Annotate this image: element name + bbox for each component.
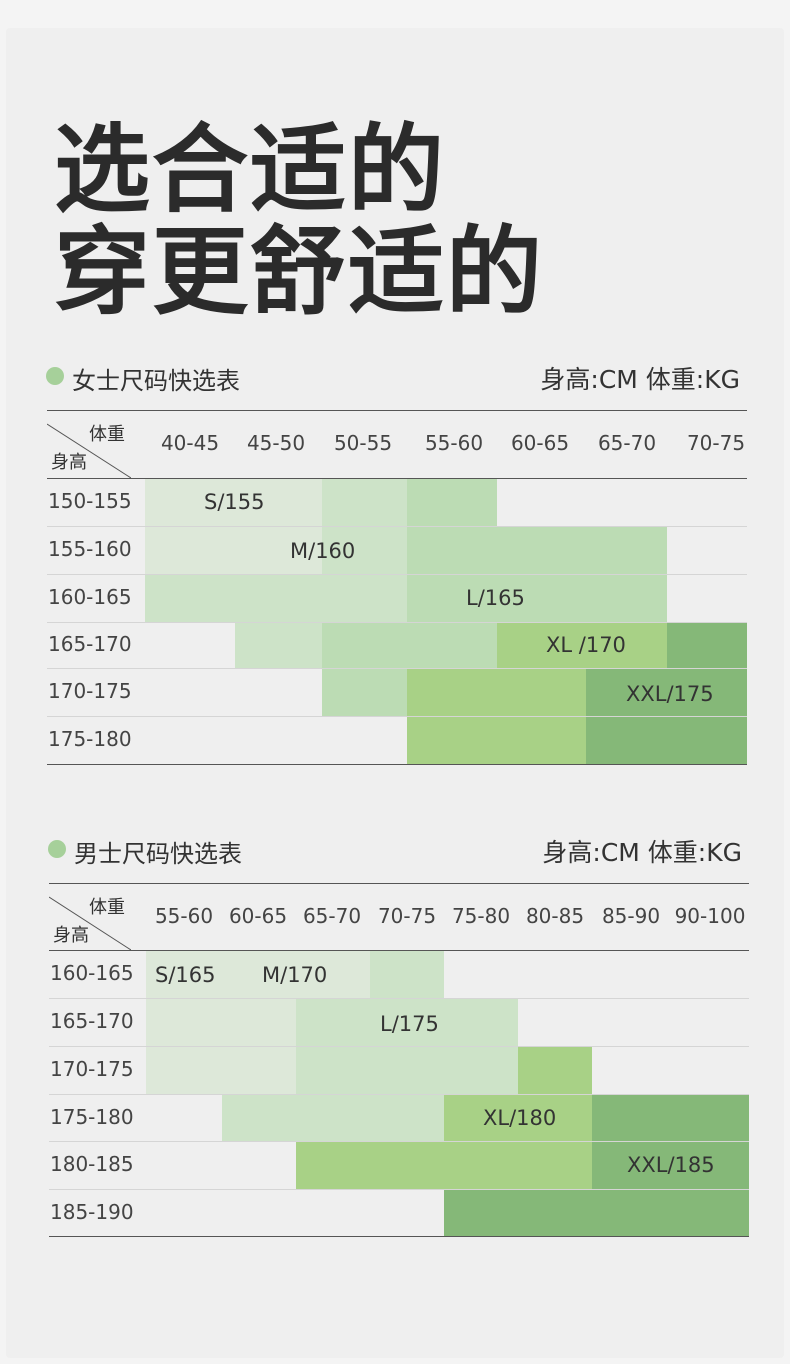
men-weight-col-header: 60-65 <box>228 904 288 928</box>
men-section-dot-icon <box>48 840 66 858</box>
women-fill-cell <box>407 574 667 622</box>
men-height-row-label: 165-170 <box>50 1009 134 1033</box>
women-fill-cell <box>322 526 407 574</box>
women-height-row-label: 170-175 <box>48 679 132 703</box>
men-height-row-label: 170-175 <box>50 1057 134 1081</box>
men-fill-cell <box>296 1141 592 1189</box>
women-fill-cell <box>322 668 407 716</box>
men-corner-diagonal <box>49 896 131 950</box>
men-weight-col-header: 70-75 <box>377 904 437 928</box>
men-corner-weight-label: 体重 <box>89 897 125 918</box>
men-row-rule <box>49 1189 749 1190</box>
men-weight-col-header: 85-90 <box>601 904 661 928</box>
women-top-rule <box>47 410 747 411</box>
men-fill-cell <box>592 1141 749 1189</box>
women-row-rule <box>47 574 747 575</box>
men-size-label: L/175 <box>380 1012 439 1036</box>
men-height-row-label: 160-165 <box>50 961 134 985</box>
men-weight-col-header: 90-100 <box>674 904 746 928</box>
women-weight-col-header: 45-50 <box>246 431 306 455</box>
men-fill-cell <box>592 1094 749 1141</box>
women-fill-cell <box>407 478 497 526</box>
women-row-rule <box>47 716 747 717</box>
men-fill-cell <box>146 950 222 998</box>
men-fill-cell <box>444 1094 592 1141</box>
men-weight-col-header: 55-60 <box>154 904 214 928</box>
women-size-label: XL /170 <box>546 633 626 657</box>
men-fill-cell <box>518 1046 592 1094</box>
women-weight-col-header: 65-70 <box>597 431 657 455</box>
women-weight-col-header: 50-55 <box>333 431 393 455</box>
men-height-row-label: 185-190 <box>50 1199 134 1224</box>
men-fill-cell <box>222 1094 444 1141</box>
men-fill-cell <box>222 950 370 998</box>
women-size-label: S/155 <box>204 490 265 514</box>
women-fill-cell <box>145 574 407 622</box>
women-weight-col-header: 70-75 <box>686 431 746 455</box>
women-header-rule <box>47 478 747 479</box>
men-row-rule <box>49 1141 749 1142</box>
women-fill-cell <box>407 716 586 764</box>
men-fill-cell <box>370 950 444 998</box>
women-fill-cell <box>322 622 497 668</box>
men-top-rule <box>49 883 749 884</box>
women-height-row-label: 160-165 <box>48 585 132 609</box>
women-fill-cell <box>667 622 747 668</box>
men-fill-cell <box>296 1046 518 1094</box>
women-bottom-rule <box>47 764 747 765</box>
men-height-row-label: 180-185 <box>50 1152 134 1176</box>
men-row-rule <box>49 998 749 999</box>
men-size-label: S/165 <box>155 963 216 987</box>
women-fill-cell <box>407 526 667 574</box>
men-bottom-rule <box>49 1236 749 1237</box>
women-units-label: 身高:CM 体重:KG <box>540 365 740 394</box>
men-size-label: XXL/185 <box>627 1153 715 1177</box>
men-size-label: M/170 <box>262 963 328 987</box>
women-height-row-label: 175-180 <box>48 727 132 751</box>
women-corner-height-label: 身高 <box>51 452 87 473</box>
women-fill-cell <box>497 622 667 668</box>
women-row-rule <box>47 526 747 527</box>
women-row-rule <box>47 668 747 669</box>
men-size-label: XL/180 <box>483 1106 557 1130</box>
men-units-label: 身高:CM 体重:KG <box>542 838 742 867</box>
women-section-dot-icon <box>46 367 64 385</box>
women-size-label: L/165 <box>466 586 525 610</box>
women-row-rule <box>47 622 747 623</box>
women-weight-col-header: 60-65 <box>510 431 570 455</box>
men-weight-col-header: 75-80 <box>451 904 511 928</box>
men-section-title: 男士尺码快选表 <box>74 840 242 868</box>
women-fill-cell <box>235 622 322 668</box>
women-corner-weight-label: 体重 <box>89 424 125 445</box>
men-fill-cell <box>296 998 518 1046</box>
women-fill-cell <box>407 668 586 716</box>
men-fill-cell <box>444 1189 749 1236</box>
women-fill-cell <box>322 478 407 526</box>
headline-line-2: 穿更舒适的 <box>54 216 544 328</box>
men-row-rule <box>49 1046 749 1047</box>
men-row-rule <box>49 1094 749 1095</box>
women-corner-diagonal <box>47 423 131 478</box>
men-height-row-label: 175-180 <box>50 1104 134 1129</box>
men-corner-height-label: 身高 <box>53 925 89 946</box>
women-size-label: M/160 <box>290 539 356 563</box>
men-fill-cell <box>146 1046 296 1094</box>
headline-line-1: 选合适的 <box>54 114 446 226</box>
women-height-row-label: 165-170 <box>48 632 132 656</box>
women-size-label: XXL/175 <box>626 682 714 706</box>
women-weight-col-header: 55-60 <box>424 431 484 455</box>
women-height-row-label: 155-160 <box>48 537 132 561</box>
men-weight-col-header: 80-85 <box>525 904 585 928</box>
women-weight-col-header: 40-45 <box>160 431 220 455</box>
men-weight-col-header: 65-70 <box>302 904 362 928</box>
women-section-title: 女士尺码快选表 <box>72 367 240 395</box>
women-height-row-label: 150-155 <box>48 489 132 513</box>
women-fill-cell <box>586 668 747 716</box>
women-fill-cell <box>586 716 747 764</box>
men-header-rule <box>49 950 749 951</box>
men-fill-cell <box>146 998 296 1046</box>
